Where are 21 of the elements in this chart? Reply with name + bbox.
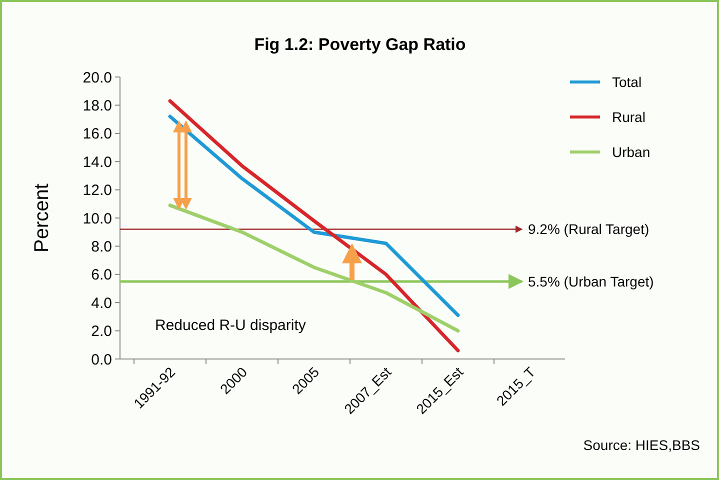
y-tick-label: 8.0: [91, 238, 112, 256]
y-tick-label: 10.0: [82, 210, 112, 228]
y-tick-label: 0.0: [91, 351, 112, 368]
y-tick-label: 4.0: [91, 294, 112, 312]
annotation: Reduced R-U disparity: [155, 317, 306, 334]
ref-line-label: 9.2% (Rural Target): [528, 221, 650, 238]
ref-line-label: 5.5% (Urban Target): [528, 273, 654, 290]
y-tick-label: 18.0: [82, 97, 112, 114]
y-tick-label: 14.0: [82, 154, 112, 171]
y-axis-title: Percent: [31, 183, 53, 252]
line-series: [168, 114, 460, 318]
source-note: Source: HIES,BBS: [583, 437, 700, 453]
legend-label: Rural: [612, 108, 646, 125]
y-tick-label: 20.0: [82, 69, 112, 86]
y-tick-label: 6.0: [91, 266, 112, 284]
y-tick-label: 2.0: [91, 323, 112, 340]
chart-title: Fig 1.2: Poverty Gap Ratio: [254, 35, 466, 54]
y-tick-label: 12.0: [82, 182, 112, 200]
legend-label: Urban: [612, 144, 650, 160]
y-tick-label: 16.0: [82, 126, 112, 143]
legend-label: Total: [612, 74, 642, 90]
